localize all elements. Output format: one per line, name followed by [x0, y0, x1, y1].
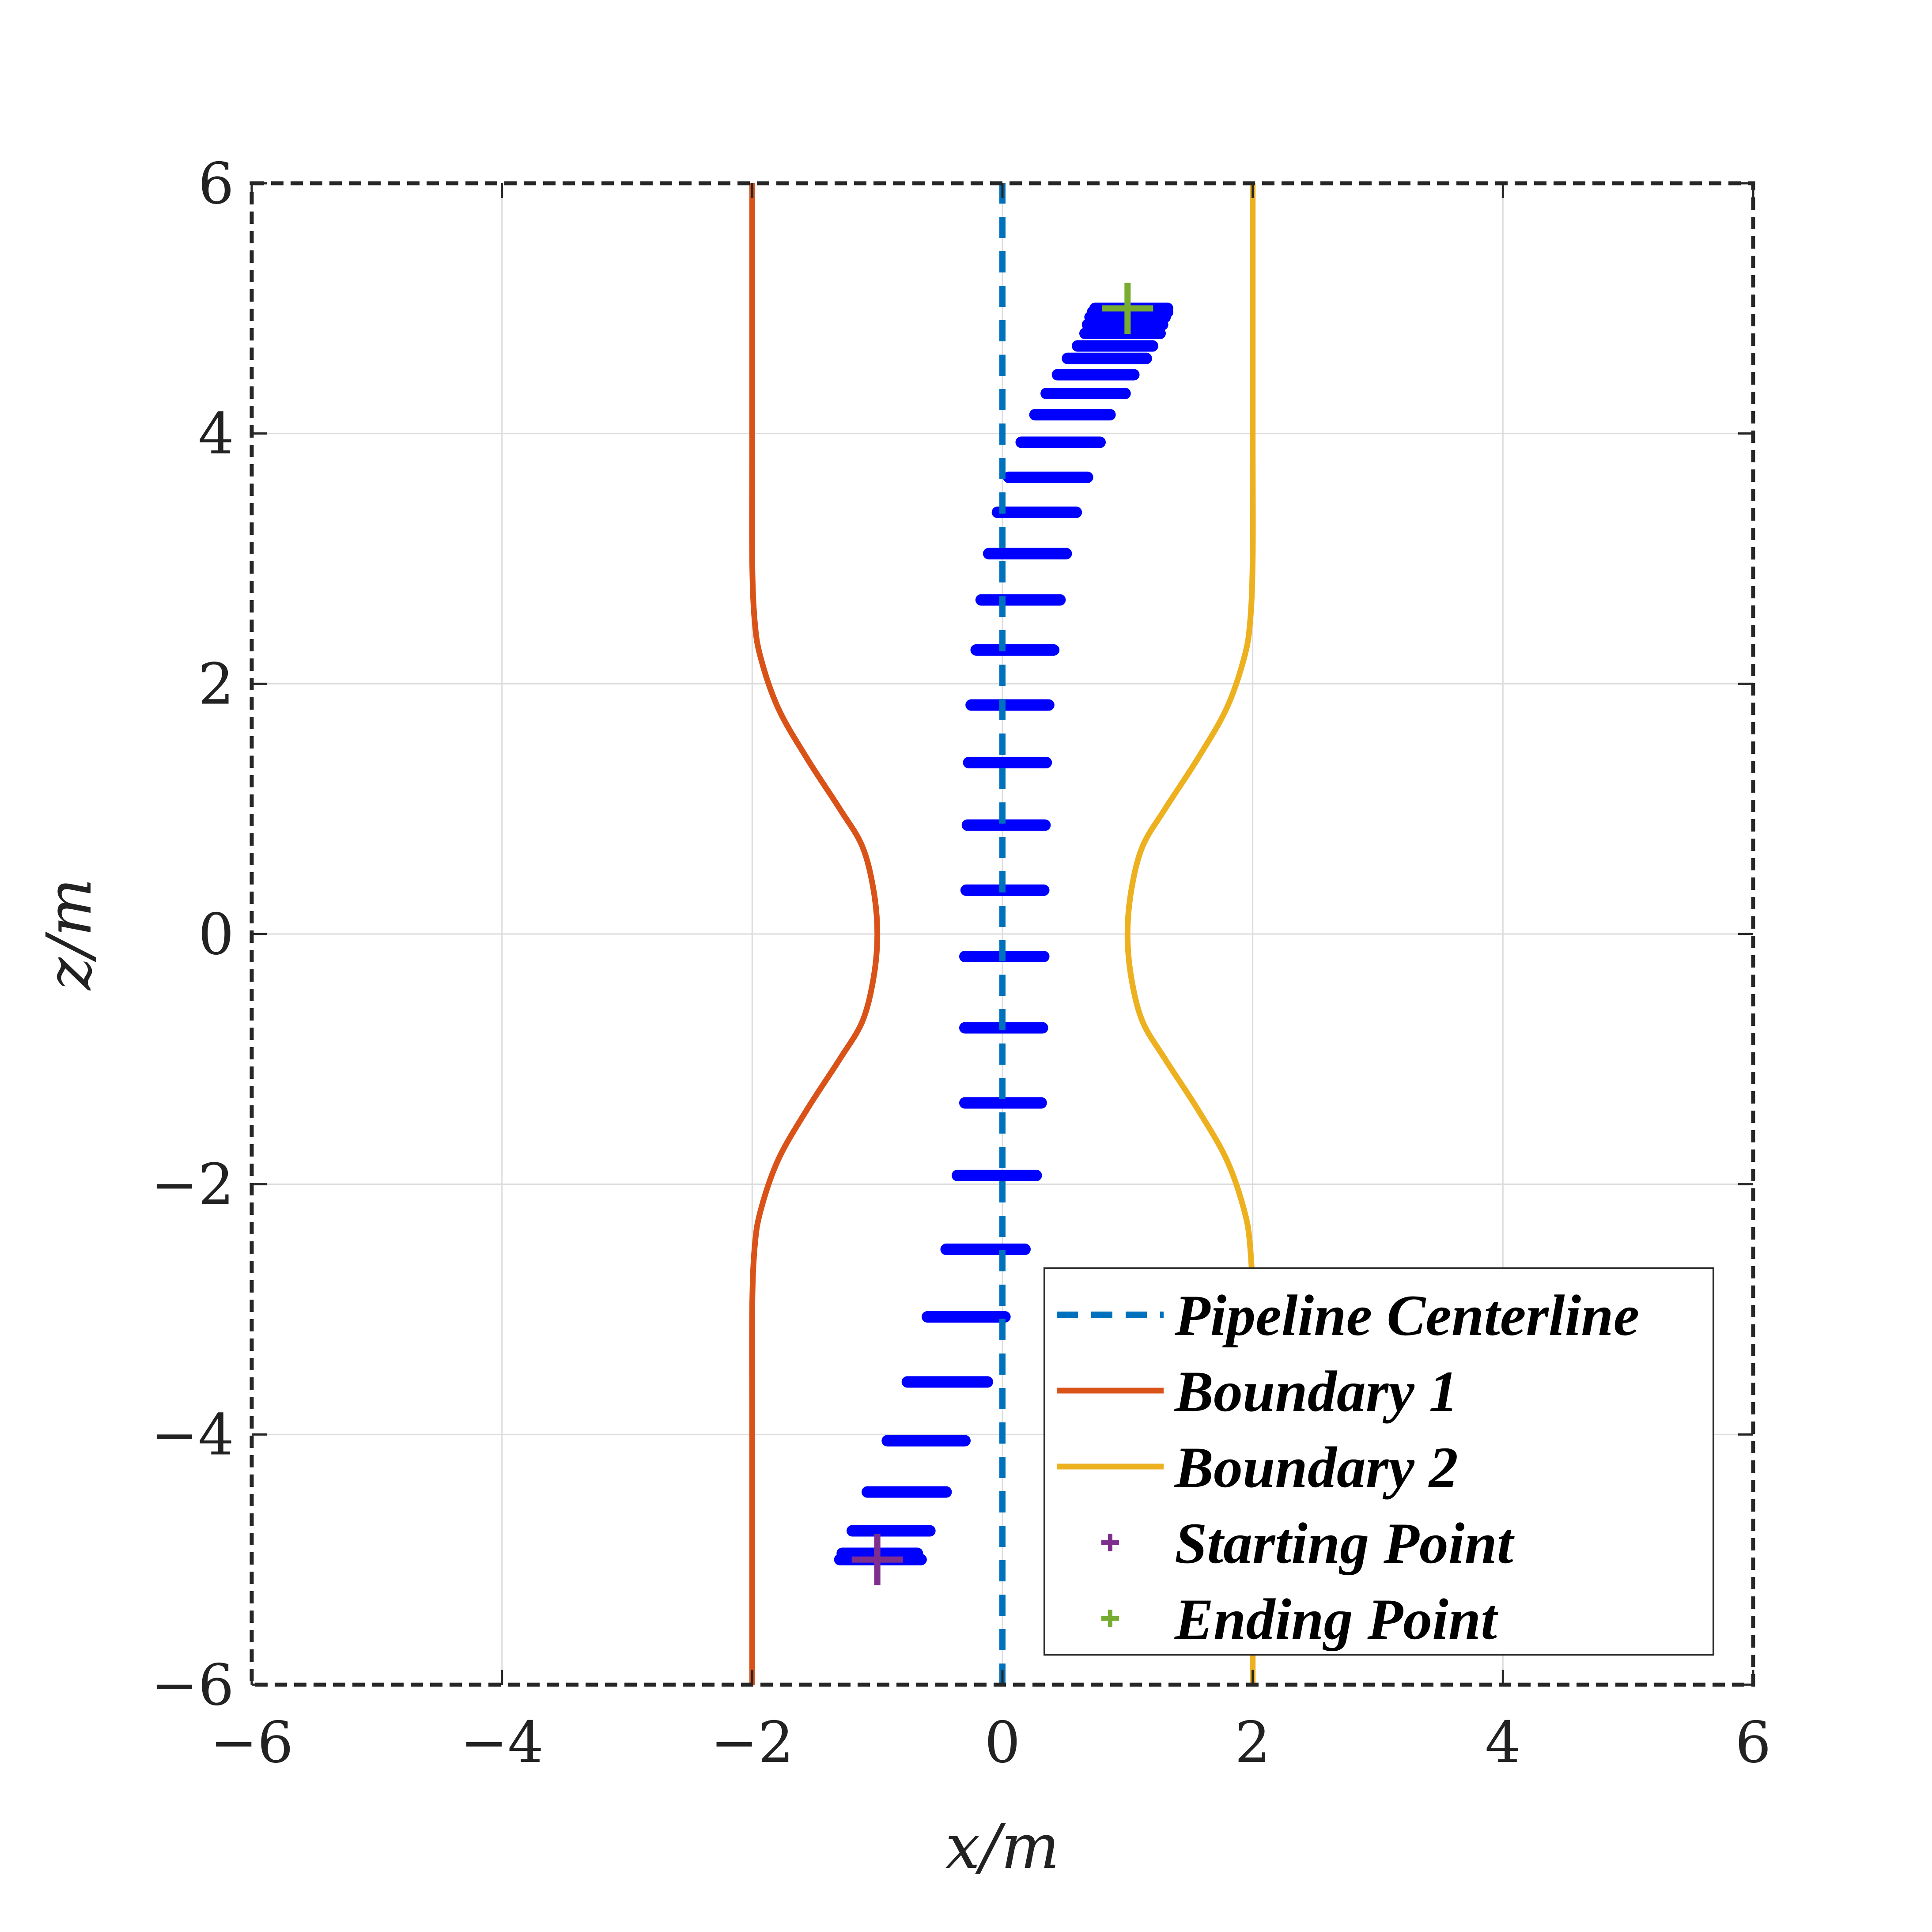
- tick-labels: −6 −4 −2 0 2 4 6 −6 −4 −2 0 2 4 6: [151, 151, 1771, 1776]
- x-tick-label: −6: [210, 1710, 294, 1776]
- y-tick-label: 6: [198, 151, 234, 217]
- y-tick-label: −6: [151, 1652, 234, 1718]
- legend-ending-point-symbol: [1101, 1610, 1119, 1627]
- y-tick-label: 4: [198, 401, 234, 467]
- legend-ending-point-label: Ending Point: [1174, 1587, 1498, 1652]
- x-tick-label: 4: [1485, 1710, 1521, 1776]
- x-tick-label: −4: [460, 1710, 544, 1776]
- legend-boundary-2-label: Boundary 2: [1174, 1435, 1458, 1500]
- x-tick-label: 2: [1235, 1710, 1270, 1776]
- y-tick-label: −4: [151, 1402, 234, 1468]
- y-axis-label: z/m: [34, 878, 106, 991]
- x-tick-label: 0: [984, 1710, 1020, 1776]
- ending-point-marker: [1102, 283, 1153, 334]
- legend-starting-point-label: Starting Point: [1175, 1511, 1515, 1576]
- x-tick-label: −2: [711, 1710, 794, 1776]
- y-tick-label: −2: [151, 1152, 234, 1218]
- boundary-1-line: [749, 183, 881, 1685]
- axes-frame: [250, 181, 1755, 1687]
- legend-pipeline-centerline-label: Pipeline Centerline: [1174, 1283, 1639, 1348]
- legend-boundary-1-label: Boundary 1: [1174, 1359, 1458, 1424]
- x-axis-label: x/m: [945, 1811, 1060, 1883]
- legend: Pipeline Centerline Boundary 1 Boundary 2 S…: [1044, 1267, 1714, 1656]
- x-tick-label: 6: [1735, 1710, 1771, 1776]
- legend-starting-point-symbol: [1101, 1534, 1119, 1551]
- legend-box: [1044, 1267, 1714, 1656]
- y-tick-label: 2: [198, 651, 234, 717]
- starting-point-marker: [851, 1534, 903, 1585]
- y-tick-label: 0: [198, 902, 234, 968]
